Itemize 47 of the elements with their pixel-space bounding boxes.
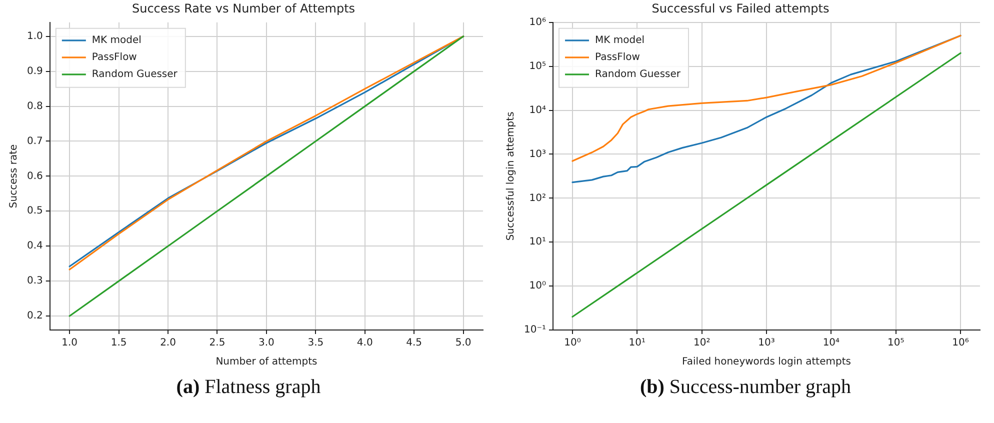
y-tick-label: 0.9 — [26, 66, 43, 77]
y-tick-label: 10² — [529, 192, 546, 204]
y-tick-label: 0.5 — [26, 206, 43, 217]
y-tick-label: 10⁴ — [529, 104, 546, 116]
y-tick-label: 0.3 — [26, 276, 43, 287]
legend-label: Random Guesser — [92, 68, 178, 80]
y-tick-label: 0.8 — [26, 100, 43, 112]
text: (a) Flatness graph — [175, 376, 322, 399]
x-tick-label: 1.5 — [110, 338, 127, 349]
x-axis-title: Failed honeywords login attempts — [682, 356, 851, 368]
x-tick-label: 10¹ — [628, 338, 646, 349]
y-tick-label: 10¹ — [529, 236, 546, 248]
y-tick-label: 10⁻¹ — [524, 324, 546, 336]
y-tick-label: 10³ — [529, 148, 546, 160]
chart-title: Success Rate vs Number of Attempts — [132, 1, 356, 16]
x-tick-label: 5.0 — [455, 338, 472, 349]
x-tick-label: 2.0 — [160, 338, 176, 349]
y-tick-label: 0.2 — [26, 310, 43, 322]
y-tick-label: 0.6 — [26, 170, 43, 182]
y-tick-label: 1.0 — [26, 30, 43, 42]
x-tick-label: 2.5 — [209, 338, 226, 349]
x-tick-label: 10⁰ — [564, 338, 581, 349]
legend-label: MK model — [92, 34, 142, 46]
x-tick-label: 4.5 — [406, 338, 422, 349]
legend-label: PassFlow — [595, 52, 640, 63]
x-tick-label: 10² — [693, 338, 710, 349]
chart-title: Successful vs Failed attempts — [652, 1, 830, 16]
y-tick-label: 10⁵ — [529, 60, 546, 72]
x-axis-title: Number of attempts — [216, 356, 318, 368]
y-tick-label: 0.4 — [26, 240, 43, 252]
y-tick-label: 10⁶ — [529, 16, 546, 28]
x-tick-label: 10³ — [758, 338, 775, 349]
x-tick-label: 3.0 — [258, 338, 274, 349]
y-tick-label: 0.7 — [26, 136, 43, 147]
y-tick-label: 10⁰ — [529, 280, 546, 292]
y-axis-title: Successful login attempts — [506, 112, 517, 241]
x-tick-label: 3.5 — [308, 338, 324, 349]
legend-label: PassFlow — [92, 52, 137, 63]
text: (b) Success-number graph — [638, 376, 852, 399]
legend-label: Random Guesser — [595, 68, 682, 80]
x-tick-label: 10⁶ — [952, 338, 969, 349]
y-axis-title: Success rate — [8, 144, 20, 208]
x-tick-label: 10⁴ — [822, 338, 840, 349]
x-tick-label: 1.0 — [62, 338, 78, 349]
legend-label: MK model — [595, 34, 645, 46]
x-tick-label: 10⁵ — [887, 338, 904, 349]
x-tick-label: 4.0 — [356, 338, 373, 349]
